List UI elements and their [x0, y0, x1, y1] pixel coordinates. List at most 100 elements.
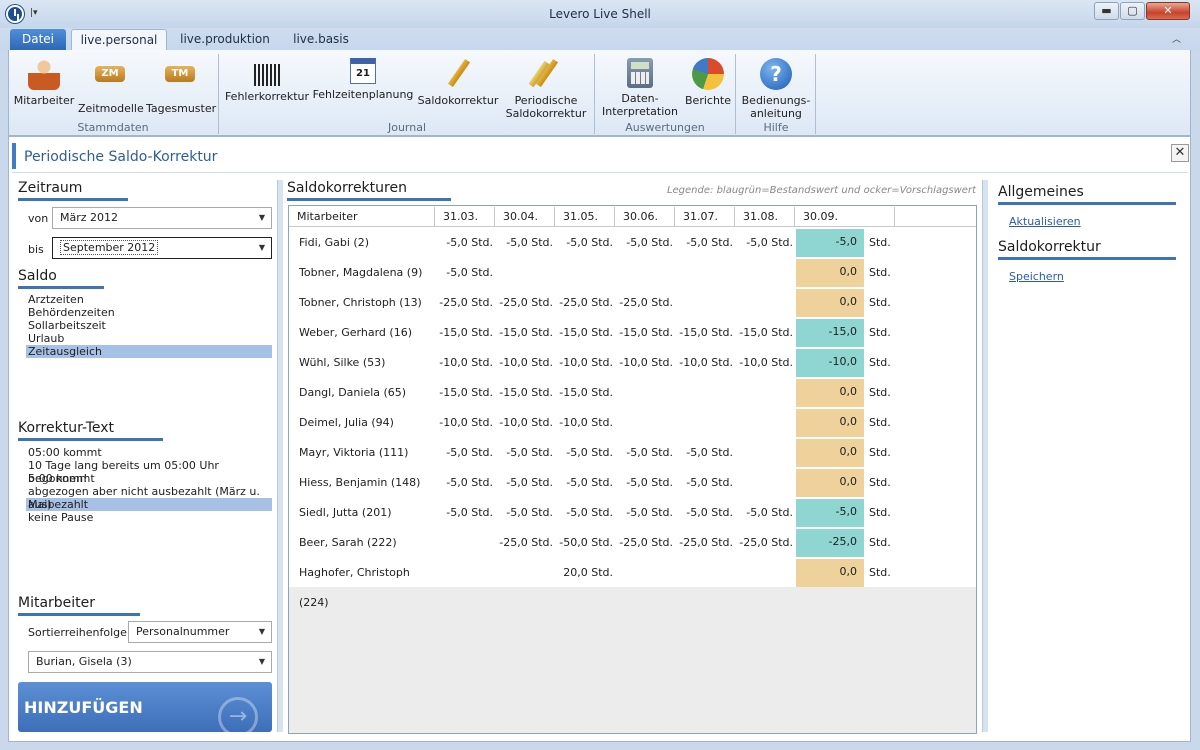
von-dropdown[interactable]: März 2012 ▼: [52, 207, 272, 229]
page-title: Periodische Saldo-Korrektur: [24, 149, 218, 165]
mitarbeiter-button[interactable]: Mitarbeiter: [12, 58, 76, 107]
zm-badge-icon: ZM: [94, 66, 126, 98]
saldo-value-cell: -10,0 Std.: [499, 356, 553, 369]
maximize-button[interactable]: ▢: [1120, 2, 1145, 20]
zeitmodelle-button[interactable]: ZM Zeitmodelle: [78, 58, 144, 115]
saldokorrektur-button[interactable]: Saldokorrektur: [417, 58, 499, 107]
list-item[interactable]: Sollarbeitszeit: [28, 319, 106, 332]
korrektur-text-list[interactable]: 05:00 kommt 10 Tage lang bereits um 05:0…: [26, 446, 272, 524]
column-header[interactable]: 31.03.: [435, 207, 495, 227]
saldo-value-cell: 20,0 Std.: [563, 566, 613, 579]
saldo-value-cell: [675, 288, 735, 318]
saldo-value-cell: [615, 258, 675, 288]
saldo-list[interactable]: Arztzeiten Behördenzeiten Sollarbeitszei…: [26, 293, 272, 358]
section-underline: [18, 198, 128, 201]
saldo-value-cell: [555, 258, 615, 288]
employee-dropdown[interactable]: Burian, Gisela (3) ▼: [28, 651, 272, 673]
left-splitter[interactable]: [277, 180, 283, 732]
correction-input[interactable]: 0,0: [796, 259, 864, 287]
saldokorrektur-label-2: Saldokorrektur: [505, 107, 587, 120]
saldo-value-cell: -5,0 Std.: [566, 506, 613, 519]
saldokorrektur-heading: Saldokorrektur: [998, 239, 1101, 255]
saldo-value-cell: -15,0 Std.: [559, 386, 613, 399]
section-underline: [18, 286, 104, 289]
saldo-value-cell: -25,0 Std.: [619, 536, 673, 549]
speichern-link[interactable]: Speichern: [1009, 270, 1064, 283]
tab-live-personal[interactable]: live.personal: [71, 29, 167, 51]
correction-input[interactable]: 0,0: [796, 379, 864, 407]
saldo-value-cell: -5,0 Std.: [446, 506, 493, 519]
saldo-value-cell: -15,0 Std.: [439, 386, 493, 399]
tagesmuster-label: Tagesmuster: [146, 102, 217, 115]
app-logo-icon[interactable]: [6, 5, 24, 23]
saldo-value-cell: -25,0 Std.: [679, 536, 733, 549]
ribbon-collapse-icon[interactable]: ︿: [1172, 35, 1182, 45]
employee-name-cell: Deimel, Julia (94): [299, 416, 394, 429]
correction-input[interactable]: 0,0: [796, 409, 864, 437]
list-item[interactable]: Behördenzeiten: [28, 306, 115, 319]
column-header[interactable]: 31.08.: [735, 207, 795, 227]
person-icon: [28, 58, 60, 90]
tagesmuster-button[interactable]: TM Tagesmuster: [146, 58, 217, 115]
correction-input[interactable]: 0,0: [796, 559, 864, 587]
periodische-saldokorrektur-button[interactable]: Periodische Saldokorrektur: [503, 58, 589, 120]
correction-input[interactable]: 0,0: [796, 469, 864, 497]
close-window-button[interactable]: ✕: [1146, 2, 1190, 20]
employee-name-cell: Haghofer, Christoph (224): [299, 566, 410, 609]
fehlzeitenplanung-button[interactable]: 21 Fehlzeitenplanung: [312, 58, 414, 101]
right-splitter[interactable]: [982, 180, 988, 732]
daten-interpretation-button[interactable]: Daten- Interpretation: [600, 58, 680, 118]
bedienungsanleitung-button[interactable]: ? Bedienungs- anleitung: [740, 58, 812, 120]
tab-live-basis[interactable]: live.basis: [293, 32, 349, 46]
tm-badge-icon: TM: [164, 66, 196, 98]
tab-live-produktion[interactable]: live.produktion: [180, 32, 270, 46]
quick-access-dropdown-icon[interactable]: |▾: [30, 8, 38, 18]
list-item-selected[interactable]: Zeitausgleich: [26, 345, 272, 358]
close-panel-button[interactable]: ✕: [1171, 144, 1189, 162]
correction-input[interactable]: 0,0: [796, 289, 864, 317]
tab-datei[interactable]: Datei: [10, 29, 66, 51]
saldo-value-cell: -15,0 Std.: [619, 326, 673, 339]
berichte-button[interactable]: Berichte: [684, 58, 732, 107]
list-item[interactable]: 10 Tage lang bereits um 05:00 Uhr begonn…: [28, 459, 219, 485]
sort-dropdown[interactable]: Personalnummer ▼: [128, 621, 272, 643]
column-header[interactable]: Mitarbeiter: [289, 207, 435, 227]
list-item[interactable]: Arztzeiten: [28, 293, 84, 306]
saldo-value-cell: -25,0 Std.: [439, 296, 493, 309]
group-label-journal: Journal: [387, 121, 427, 134]
saldo-value-cell: [675, 558, 735, 588]
saldo-value-cell: [735, 288, 795, 318]
employee-name-cell: Wühl, Silke (53): [299, 356, 386, 369]
list-item[interactable]: 5:00 kommt: [28, 472, 95, 485]
column-header[interactable]: 30.06.: [615, 207, 675, 227]
unit-label: Std.: [869, 386, 891, 399]
list-item[interactable]: Urlaub: [28, 332, 65, 345]
column-header[interactable]: 31.07.: [675, 207, 735, 227]
list-item-selected[interactable]: ausbezahlt: [26, 498, 272, 511]
correction-input[interactable]: -5,0: [796, 499, 864, 527]
column-header[interactable]: 30.04.: [495, 207, 555, 227]
column-header[interactable]: 30.09.: [795, 207, 895, 227]
section-underline: [998, 202, 1176, 205]
ribbon-tab-row: [0, 28, 1200, 50]
minimize-button[interactable]: ▬: [1094, 2, 1119, 20]
saldo-value-cell: -10,0 Std.: [559, 416, 613, 429]
correction-input[interactable]: -25,0: [796, 529, 864, 557]
employee-name-cell: Fidi, Gabi (2): [299, 236, 369, 249]
list-item[interactable]: 05:00 kommt: [28, 446, 102, 459]
pie-chart-icon: [692, 58, 724, 90]
fehlerkorrektur-button[interactable]: Fehlerkorrektur: [224, 58, 310, 103]
von-label: von: [28, 212, 49, 225]
correction-input[interactable]: 0,0: [796, 439, 864, 467]
list-item[interactable]: abgezogen aber nicht ausbezahlt (März u.…: [28, 485, 260, 511]
aktualisieren-link[interactable]: Aktualisieren: [1009, 215, 1081, 228]
correction-input[interactable]: -15,0: [796, 319, 864, 347]
correction-input[interactable]: -5,0: [796, 229, 864, 257]
saldo-value-cell: -5,0 Std.: [506, 236, 553, 249]
list-item[interactable]: keine Pause: [28, 511, 94, 524]
ribbon: [8, 50, 1191, 136]
correction-input[interactable]: -10,0: [796, 349, 864, 377]
column-header[interactable]: 31.05.: [555, 207, 615, 227]
interpretation-label: Interpretation: [602, 105, 678, 118]
bis-dropdown[interactable]: September 2012 ▼: [52, 237, 272, 259]
